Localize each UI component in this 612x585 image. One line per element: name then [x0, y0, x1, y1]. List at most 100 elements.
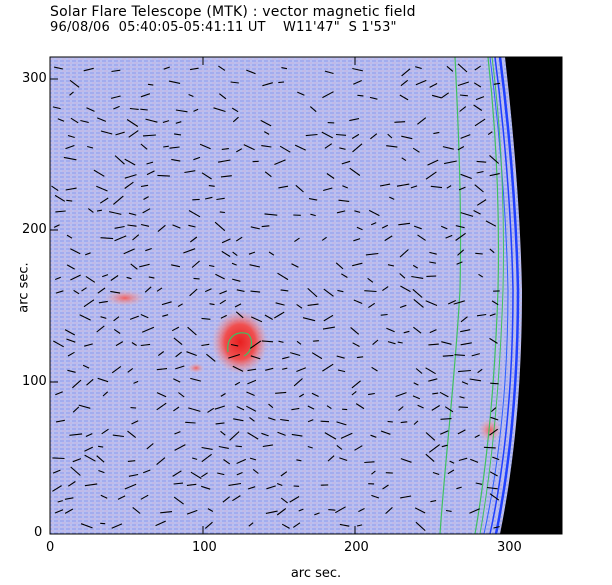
field-vector — [169, 146, 180, 149]
field-vector — [193, 108, 199, 112]
field-vector — [173, 406, 180, 412]
field-vector — [232, 278, 241, 282]
field-vector — [446, 185, 452, 189]
field-vector — [341, 160, 351, 165]
field-vector — [127, 367, 134, 373]
field-vector — [493, 82, 501, 85]
field-vector — [55, 210, 66, 213]
field-vector — [160, 511, 173, 514]
field-vector — [295, 184, 304, 193]
field-vector — [128, 130, 139, 138]
field-vector — [264, 213, 278, 216]
field-vector — [425, 171, 437, 180]
field-vector — [291, 433, 303, 437]
field-vector — [236, 471, 243, 476]
field-vector — [412, 147, 420, 153]
field-vector — [218, 159, 231, 163]
field-vector — [368, 302, 376, 309]
field-vector — [232, 365, 244, 372]
field-vector — [368, 392, 375, 396]
field-vector — [413, 298, 424, 308]
field-vector — [246, 391, 255, 397]
field-vector — [415, 521, 426, 532]
field-vector — [265, 367, 274, 371]
field-vector — [443, 160, 457, 165]
field-vector — [268, 403, 274, 409]
field-vector — [175, 365, 185, 370]
field-vector — [213, 107, 226, 113]
field-vector — [220, 175, 232, 178]
field-vector — [193, 156, 201, 161]
field-vector — [460, 329, 471, 333]
field-vector — [382, 286, 389, 292]
field-vector — [186, 351, 197, 357]
field-vector — [228, 353, 240, 359]
field-vector — [129, 315, 139, 320]
field-vector — [192, 457, 198, 460]
field-vector — [400, 421, 408, 424]
field-vector — [425, 367, 436, 375]
field-vector — [277, 272, 289, 281]
field-vector — [183, 248, 196, 254]
field-vector — [66, 234, 73, 239]
field-vector — [83, 67, 94, 72]
field-vector — [280, 471, 288, 477]
field-vector — [87, 145, 94, 149]
field-vector — [400, 285, 411, 293]
field-vector — [459, 396, 465, 399]
field-vector — [398, 406, 404, 412]
field-vector — [342, 185, 349, 189]
field-vector — [246, 405, 257, 412]
field-vector — [248, 251, 256, 255]
field-vector — [185, 421, 196, 424]
field-vector — [335, 506, 346, 514]
field-vector — [262, 444, 273, 448]
field-vector — [249, 264, 261, 268]
field-vector — [261, 225, 270, 228]
field-vector — [234, 303, 242, 308]
field-vector — [354, 445, 363, 451]
field-vector — [473, 82, 482, 88]
field-vector — [207, 508, 214, 512]
field-vector — [218, 65, 226, 71]
field-vector — [73, 289, 80, 295]
field-vector — [173, 378, 181, 383]
field-vector — [139, 263, 150, 268]
field-vector — [231, 262, 237, 266]
field-vector — [177, 303, 183, 307]
field-vector — [476, 160, 487, 163]
field-vector — [201, 317, 211, 320]
field-vector — [221, 148, 229, 150]
field-vector — [110, 290, 121, 294]
field-vector — [113, 316, 120, 322]
field-vector — [247, 486, 256, 490]
field-vector — [67, 351, 75, 357]
field-vector — [394, 121, 406, 123]
field-vector — [87, 208, 94, 213]
field-vector — [140, 494, 149, 500]
field-vector — [336, 421, 347, 426]
field-vector — [96, 209, 102, 212]
field-vector — [113, 195, 124, 205]
field-vector — [56, 419, 65, 423]
field-vector — [307, 303, 319, 306]
field-vector — [307, 419, 314, 423]
field-vector — [280, 418, 289, 422]
field-vector — [54, 276, 62, 281]
field-vector — [114, 225, 125, 229]
field-vector — [133, 380, 139, 384]
field-vector — [70, 466, 81, 476]
field-vector — [277, 431, 286, 436]
field-vector — [55, 290, 64, 294]
field-vector — [111, 365, 122, 374]
field-vector — [188, 224, 196, 228]
field-vector — [189, 236, 198, 243]
field-vector — [217, 472, 225, 476]
field-vector — [457, 63, 468, 73]
field-vector — [236, 458, 247, 465]
field-vector — [471, 353, 480, 357]
field-vector — [440, 418, 452, 420]
field-vector — [387, 341, 396, 345]
field-vector — [425, 453, 435, 463]
field-vector — [249, 340, 262, 349]
